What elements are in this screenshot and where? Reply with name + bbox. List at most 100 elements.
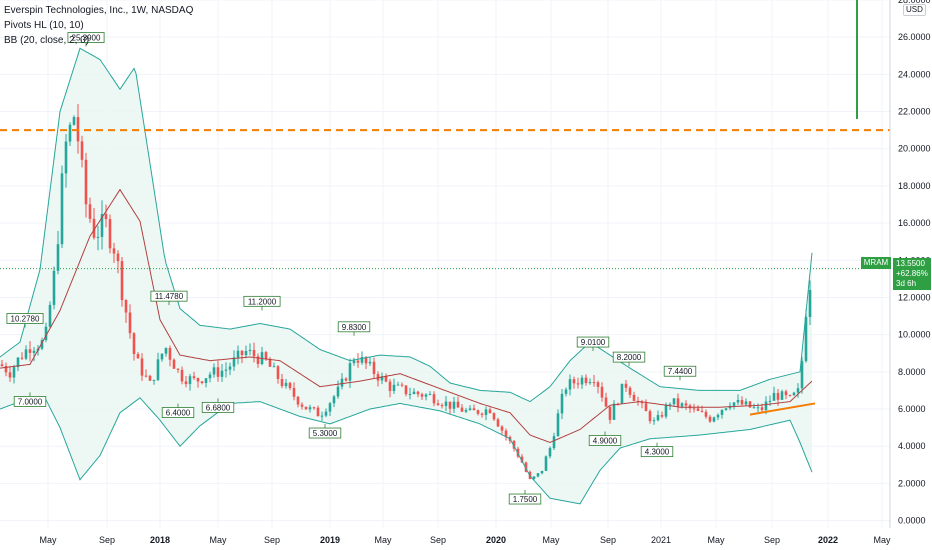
candle-body [544, 456, 548, 471]
bollinger-band-fill [0, 48, 812, 504]
candle-body [436, 403, 440, 406]
candle-body [664, 404, 668, 417]
candle-body [164, 347, 168, 354]
price-tick-label: 6.0000 [898, 404, 926, 414]
pivot-value: 4.3000 [645, 448, 670, 457]
candle-body [540, 470, 544, 474]
candle-body [0, 364, 4, 367]
candle-body [624, 383, 628, 388]
candle-body [372, 361, 376, 375]
candle-body [400, 384, 404, 386]
candle-body [648, 411, 652, 422]
trend-line[interactable] [749, 402, 816, 416]
candle-body [612, 403, 616, 420]
time-axis[interactable]: May Sep 2018 May Sep 2019 May Sep 2020 May Sep 2021… [39, 535, 891, 545]
candle-body [524, 462, 528, 472]
candle-body [784, 391, 788, 396]
pivot-high-label: 7.4400 [663, 365, 697, 381]
candle-body [716, 414, 720, 418]
candle-body [312, 407, 316, 409]
candle-body [332, 396, 336, 404]
candle-body [216, 367, 220, 377]
candle-body [500, 426, 504, 431]
pivot-value: 7.4400 [668, 367, 693, 376]
candle-body [704, 411, 708, 417]
candle-body [628, 387, 632, 395]
pivot-value: 4.9000 [593, 436, 618, 445]
candle-body [320, 415, 324, 417]
candle-body [20, 357, 24, 359]
candle-body [228, 366, 232, 370]
candle-body [396, 384, 400, 386]
candle-body [712, 417, 716, 422]
candle-body [200, 381, 204, 384]
currency-label[interactable]: USD [903, 4, 926, 16]
candle-body [204, 378, 208, 384]
candle-body [60, 173, 64, 245]
candle-body [244, 351, 248, 356]
candle-body [736, 399, 740, 403]
candle-body [408, 394, 412, 396]
candle-body [604, 397, 608, 407]
candle-body [600, 386, 604, 398]
candle-body [532, 476, 536, 479]
candle-body [804, 316, 808, 362]
pivot-high-label: 9.8300 [337, 321, 371, 336]
price-badge: 13.5500 +62.86% 3d 6h [893, 258, 931, 290]
candle-body [128, 312, 132, 334]
candle-body [652, 420, 656, 422]
time-tick-label: 2018 [150, 535, 170, 545]
candle-body [348, 363, 352, 381]
candle-body [772, 392, 776, 401]
pivot-value: 25.3900 [72, 34, 101, 43]
candle-body [16, 357, 20, 368]
price-tick-label: 8.0000 [898, 367, 926, 377]
candle-body [28, 349, 32, 353]
pivot-value: 8.2000 [617, 353, 642, 362]
candle-body [536, 473, 540, 477]
candle-body [264, 352, 268, 360]
candle-body [380, 376, 384, 381]
candle-body [520, 456, 524, 463]
candle-body [68, 124, 72, 142]
candle-body [108, 219, 112, 249]
candle-body [100, 214, 104, 237]
candle-body [156, 359, 160, 380]
pivot-labels: 10.2780 25.3900 11.4780 11.2000 9.8300 9.0100… [6, 32, 697, 505]
candle-body [808, 290, 812, 317]
candle-body [548, 448, 552, 457]
candle-body [316, 407, 320, 417]
candle-body [80, 141, 84, 160]
candle-body [356, 360, 360, 363]
candle-body [620, 383, 624, 404]
time-tick-label: May [707, 535, 725, 545]
candle-body [672, 398, 676, 405]
symbol-title[interactable]: Everspin Technologies, Inc., 1W, NASDAQ [4, 5, 194, 16]
candle-body [56, 244, 60, 271]
pivots-indicator-label[interactable]: Pivots HL (10, 10) [4, 20, 84, 31]
candle-body [656, 415, 660, 421]
price-tick-label: 16.0000 [898, 218, 931, 228]
candle-body [148, 375, 152, 381]
bollinger-indicator-label[interactable]: BB (20, close, 2, 0) [4, 35, 90, 46]
price-tick-label: 4.0000 [898, 441, 926, 451]
candle-body [304, 406, 308, 410]
candle-body [768, 400, 772, 402]
candle-body [48, 304, 52, 327]
candle-body [96, 236, 100, 238]
candle-body [272, 366, 276, 368]
price-tick-label: 26.0000 [898, 32, 931, 42]
candle-body [464, 409, 468, 412]
pivot-value: 6.6800 [206, 403, 231, 412]
candle-body [468, 408, 472, 410]
time-tick-label: May [873, 535, 891, 545]
candle-body [780, 391, 784, 400]
time-tick-label: 2020 [486, 535, 506, 545]
candle-body [160, 353, 164, 360]
candlesticks [0, 104, 812, 480]
candle-body [308, 407, 312, 410]
time-tick-label: 2019 [320, 535, 340, 545]
pivot-high-label: 25.3900 [67, 32, 105, 47]
pivot-value: 1.7500 [513, 495, 538, 504]
